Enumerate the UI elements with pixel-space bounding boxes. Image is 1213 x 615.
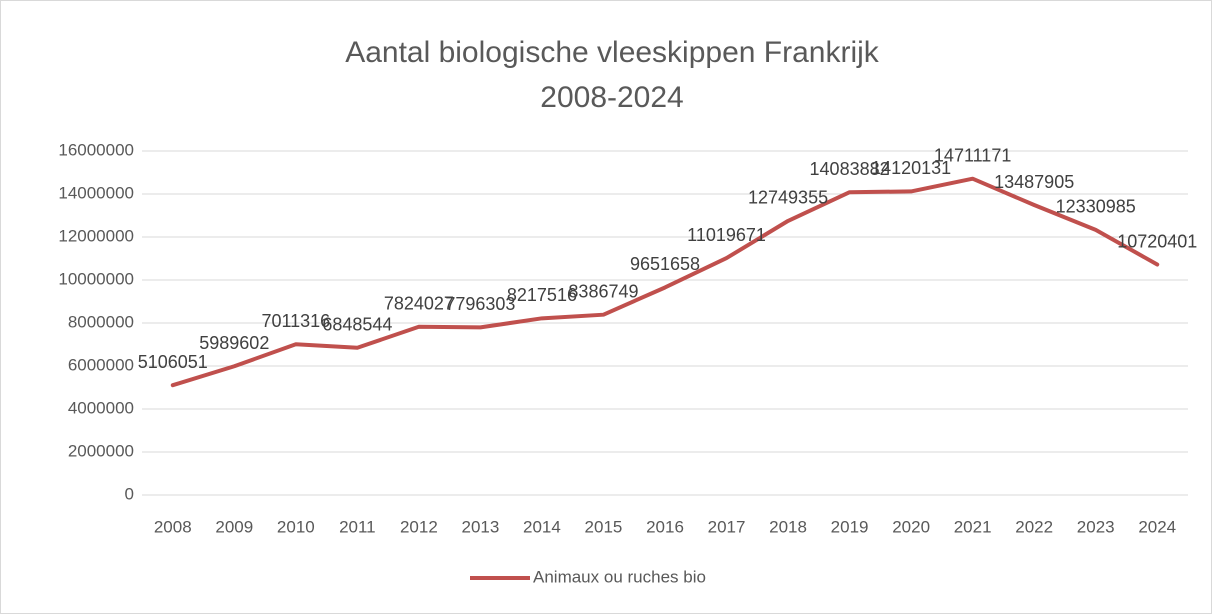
x-tick-label: 2018 — [769, 517, 807, 536]
data-label: 9651658 — [630, 254, 700, 274]
data-label: 8386749 — [568, 281, 638, 301]
x-tick-label: 2017 — [708, 517, 746, 536]
y-tick-label: 12000000 — [58, 226, 134, 245]
x-tick-label: 2011 — [339, 517, 376, 536]
data-label: 5106051 — [138, 352, 208, 372]
x-tick-label: 2015 — [585, 517, 623, 536]
x-tick-label: 2014 — [523, 517, 561, 536]
chart-title: Aantal biologische vleeskippen Frankrijk — [345, 36, 880, 69]
data-label: 7011316 — [261, 311, 330, 331]
y-tick-label: 4000000 — [68, 398, 134, 417]
y-tick-label: 10000000 — [58, 269, 134, 288]
data-label: 13487905 — [994, 172, 1074, 192]
data-label: 11019671 — [687, 225, 766, 245]
chart-subtitle: 2008-2024 — [540, 81, 683, 114]
x-tick-label: 2020 — [892, 517, 930, 536]
x-tick-label: 2012 — [400, 517, 438, 536]
x-tick-label: 2024 — [1138, 517, 1176, 536]
y-tick-label: 6000000 — [68, 355, 134, 374]
x-tick-label: 2016 — [646, 517, 684, 536]
y-tick-label: 14000000 — [58, 183, 134, 202]
y-tick-label: 0 — [125, 484, 134, 503]
data-label: 12749355 — [748, 188, 828, 208]
data-label: 14083882 — [810, 159, 890, 179]
x-tick-label: 2022 — [1015, 517, 1053, 536]
data-line — [170, 176, 1160, 388]
x-tick-label: 2013 — [461, 517, 499, 536]
x-tick-label: 2023 — [1077, 517, 1115, 536]
x-tick-label: 2021 — [954, 517, 992, 536]
y-tick-label: 16000000 — [58, 140, 134, 159]
x-tick-label: 2019 — [831, 517, 869, 536]
data-label: 8217516 — [507, 285, 577, 305]
y-tick-label: 8000000 — [68, 312, 134, 331]
legend-label: Animaux ou ruches bio — [533, 567, 706, 586]
data-label: 14711171 — [934, 145, 1011, 165]
x-tick-label: 2010 — [277, 517, 315, 536]
data-label: 7796303 — [445, 294, 515, 314]
y-tick-label: 2000000 — [68, 441, 134, 460]
x-tick-label: 2008 — [154, 517, 192, 536]
data-label: 10720401 — [1117, 231, 1197, 251]
data-label: 6848544 — [322, 315, 392, 335]
data-label: 14120131 — [871, 158, 951, 178]
x-tick-label: 2009 — [215, 517, 253, 536]
data-label: 5989602 — [199, 333, 269, 353]
data-label: 7824027 — [384, 294, 454, 314]
data-label: 12330985 — [1056, 197, 1136, 217]
